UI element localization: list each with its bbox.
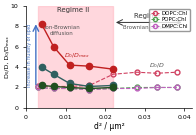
POPC:Chl: [112, 88, 114, 89]
DOPC:Chl: [135, 71, 138, 73]
DMPC:Chl: [36, 87, 39, 88]
Text: non-Brownian
diffusion: non-Brownian diffusion: [43, 25, 80, 36]
POPC:Chl: [68, 88, 71, 89]
DOPC:Chl: [155, 72, 157, 74]
DOPC:Chl: [68, 86, 71, 87]
POPC:Chl: [175, 87, 177, 88]
DMPC:Chl: [135, 88, 138, 89]
Text: $D_0/D_{max}$: $D_0/D_{max}$: [64, 51, 90, 60]
DMPC:Chl: [68, 88, 71, 89]
DMPC:Chl: [112, 88, 114, 89]
DOPC:Chl: [52, 86, 55, 87]
Bar: [38, 6, 113, 108]
DMPC:Chl: [88, 89, 90, 90]
Text: Regime I: Regime I: [133, 13, 163, 19]
X-axis label: d² / μm²: d² / μm²: [93, 122, 124, 131]
Text: increase in fluidity of lipid: increase in fluidity of lipid: [27, 23, 32, 87]
Text: Brownian diffusion: Brownian diffusion: [123, 25, 174, 30]
POPC:Chl: [52, 88, 55, 89]
DOPC:Chl: [88, 85, 90, 86]
DMPC:Chl: [155, 87, 157, 88]
DMPC:Chl: [175, 87, 177, 88]
Y-axis label: D₀/D, D₀/Dₘₐₓ: D₀/D, D₀/Dₘₐₓ: [4, 36, 9, 78]
Line: POPC:Chl: POPC:Chl: [35, 85, 179, 92]
POPC:Chl: [135, 87, 138, 88]
DOPC:Chl: [175, 71, 177, 73]
DOPC:Chl: [112, 73, 114, 75]
Line: DMPC:Chl: DMPC:Chl: [35, 85, 179, 92]
POPC:Chl: [88, 89, 90, 90]
Legend: DOPC:Chl, POPC:Chl, DMPC:Chl: DOPC:Chl, POPC:Chl, DMPC:Chl: [149, 9, 189, 31]
POPC:Chl: [155, 87, 157, 88]
Line: DOPC:Chl: DOPC:Chl: [35, 70, 179, 89]
DMPC:Chl: [52, 88, 55, 89]
Text: $D_0/D$: $D_0/D$: [148, 61, 164, 70]
DOPC:Chl: [36, 86, 39, 87]
POPC:Chl: [36, 87, 39, 88]
Text: Regime II: Regime II: [57, 7, 89, 13]
